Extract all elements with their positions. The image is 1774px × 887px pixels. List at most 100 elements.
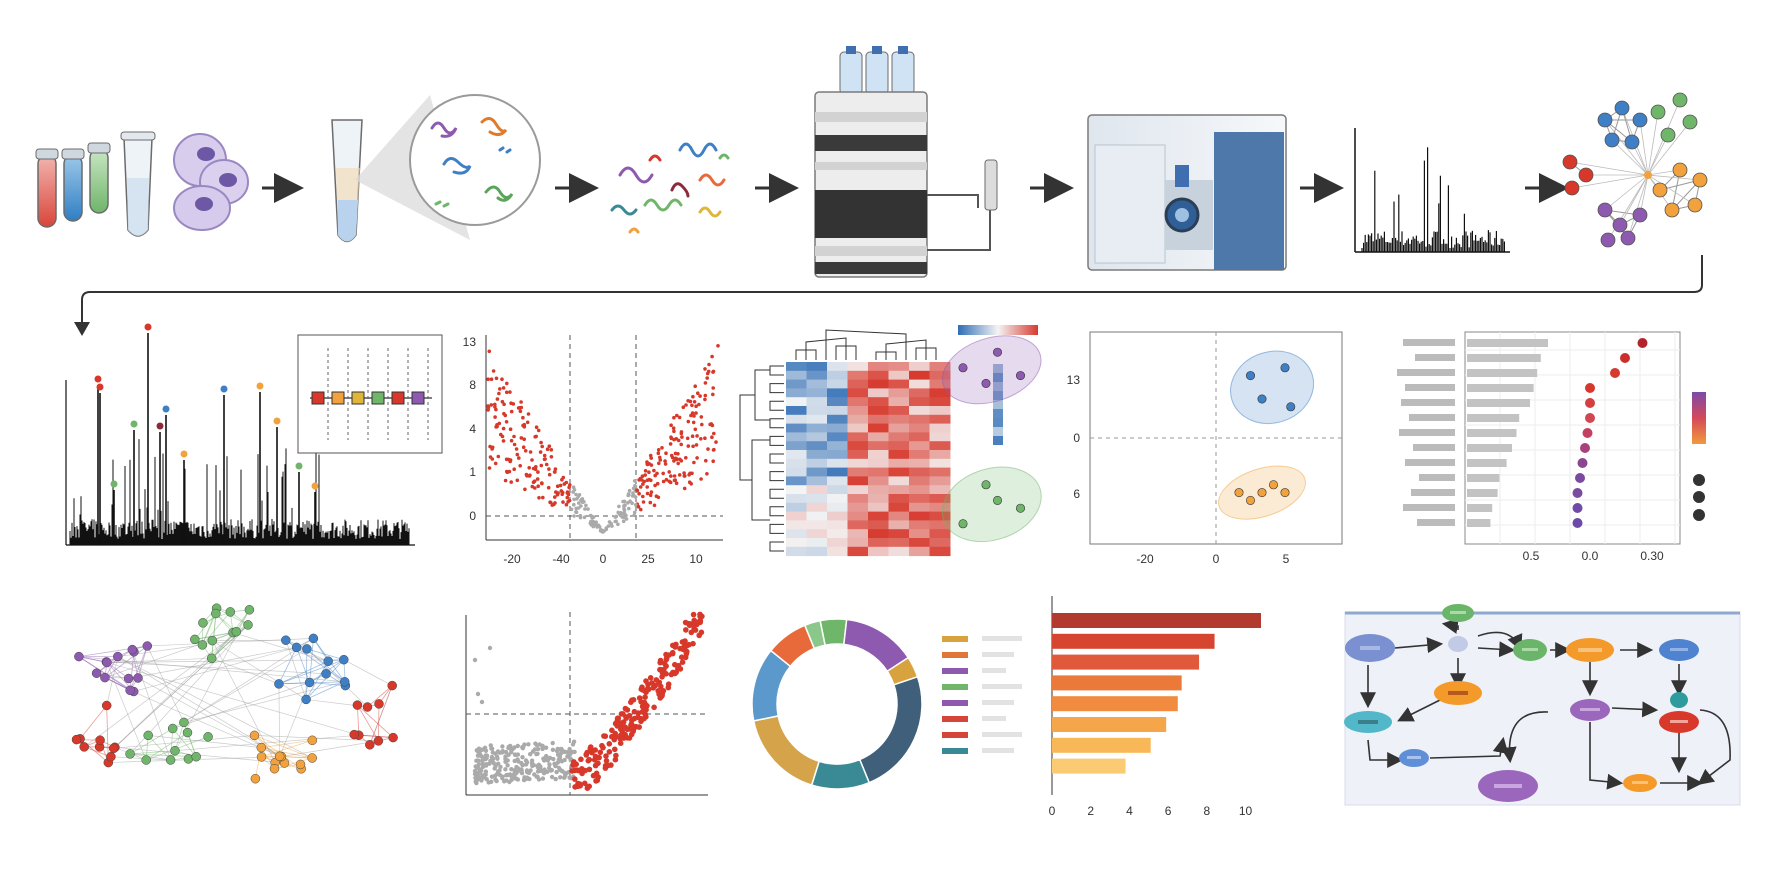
volcano-point	[694, 404, 698, 409]
scatter-point	[551, 756, 556, 762]
volcano-point	[648, 500, 653, 505]
pca-point	[992, 347, 1002, 357]
heatmap-cell	[888, 450, 910, 460]
network-node	[295, 759, 306, 770]
network-edge	[1639, 119, 1649, 176]
heatmap-cell	[888, 441, 910, 451]
enrichment-dot	[1577, 458, 1588, 468]
volcano-point	[680, 435, 684, 439]
heatmap-row-annotation	[993, 391, 1003, 400]
volcano-point	[487, 349, 492, 354]
volcano-point	[674, 437, 679, 441]
network-node	[243, 620, 253, 630]
volcano-point	[500, 434, 505, 439]
scatter-point	[491, 761, 496, 766]
scatter-point	[500, 776, 505, 781]
enrichment-bar	[1467, 474, 1500, 482]
scatter-point	[558, 775, 563, 780]
volcano-point	[653, 483, 657, 488]
interaction-network	[71, 603, 398, 784]
heatmap-cell	[868, 441, 889, 451]
scatter-point	[493, 773, 498, 778]
heatmap-cell	[847, 538, 869, 548]
network-node	[1682, 114, 1698, 130]
scatter-point	[506, 744, 511, 749]
heatmap-cell	[806, 370, 828, 381]
volcano-point	[627, 488, 632, 493]
volcano-point	[571, 490, 575, 494]
network-hub-node	[1644, 171, 1652, 179]
heatmap-cell	[909, 467, 930, 477]
volcano-point	[495, 424, 499, 429]
network-node	[1632, 112, 1648, 128]
network-edge	[106, 657, 212, 663]
volcano-point	[544, 462, 549, 467]
volcano-point	[512, 467, 516, 472]
volcano-point	[501, 426, 506, 431]
heatmap-cell	[929, 423, 951, 433]
enrichment-x-tick: 0.5	[1523, 549, 1540, 563]
volcano-point	[682, 471, 686, 475]
scatter-point	[612, 756, 619, 763]
scatter-point	[571, 759, 577, 765]
scatter-point	[521, 745, 526, 750]
volcano-point	[626, 492, 631, 496]
peptide-digestion-icon	[610, 142, 730, 234]
volcano-point	[552, 470, 557, 474]
network-edge	[285, 640, 307, 700]
volcano-point	[632, 513, 636, 518]
volcano-point	[692, 460, 696, 465]
scatter-point	[548, 768, 553, 773]
scatter-point	[651, 704, 657, 711]
heatmap-cell	[847, 362, 869, 372]
residue-box	[311, 391, 325, 405]
volcano-point	[569, 507, 574, 512]
volcano-point	[679, 442, 683, 447]
volcano-point	[539, 440, 543, 445]
network-node	[191, 751, 201, 762]
heatmap-cell	[929, 476, 951, 486]
enrichment-dot	[1572, 503, 1583, 513]
network-node	[190, 634, 200, 645]
volcano-point	[711, 386, 715, 390]
network-edge	[106, 662, 359, 736]
network-node	[1624, 134, 1640, 150]
volcano-point	[649, 456, 653, 460]
heatmap-cell	[806, 538, 828, 548]
network-node	[211, 608, 221, 619]
heatmap-cell	[827, 467, 848, 477]
scatter-point	[684, 648, 690, 655]
residue-box	[391, 391, 405, 405]
volcano-point	[643, 469, 648, 473]
network-node	[1620, 230, 1636, 246]
heatmap-cell	[868, 450, 889, 460]
scatter-point	[472, 657, 478, 663]
scatter-point	[622, 705, 629, 712]
enrichment-dot	[1585, 398, 1595, 408]
network-node	[1597, 202, 1613, 218]
volcano-point	[556, 491, 560, 495]
heatmap-cell	[806, 441, 828, 451]
scatter-point	[623, 715, 630, 721]
volcano-point	[540, 444, 544, 449]
scatter-point	[532, 747, 537, 752]
network-node	[1672, 162, 1688, 178]
heatmap-cell	[888, 511, 910, 521]
volcano-point	[695, 434, 699, 438]
volcano-point	[549, 455, 554, 459]
network-node	[125, 749, 135, 759]
enrichment-dot	[1582, 428, 1593, 438]
scatter-point	[535, 746, 541, 752]
scatter-point	[552, 761, 557, 766]
volcano-point	[558, 483, 563, 488]
network-node	[197, 640, 208, 650]
network-edge	[278, 682, 310, 685]
network-node	[362, 702, 373, 712]
volcano-point	[486, 404, 490, 408]
network-edge	[1647, 111, 1659, 176]
volcano-point	[677, 415, 682, 420]
network-node	[74, 651, 84, 662]
donut-slice	[752, 715, 821, 787]
volcano-point	[578, 515, 583, 520]
volcano-point	[525, 420, 530, 425]
